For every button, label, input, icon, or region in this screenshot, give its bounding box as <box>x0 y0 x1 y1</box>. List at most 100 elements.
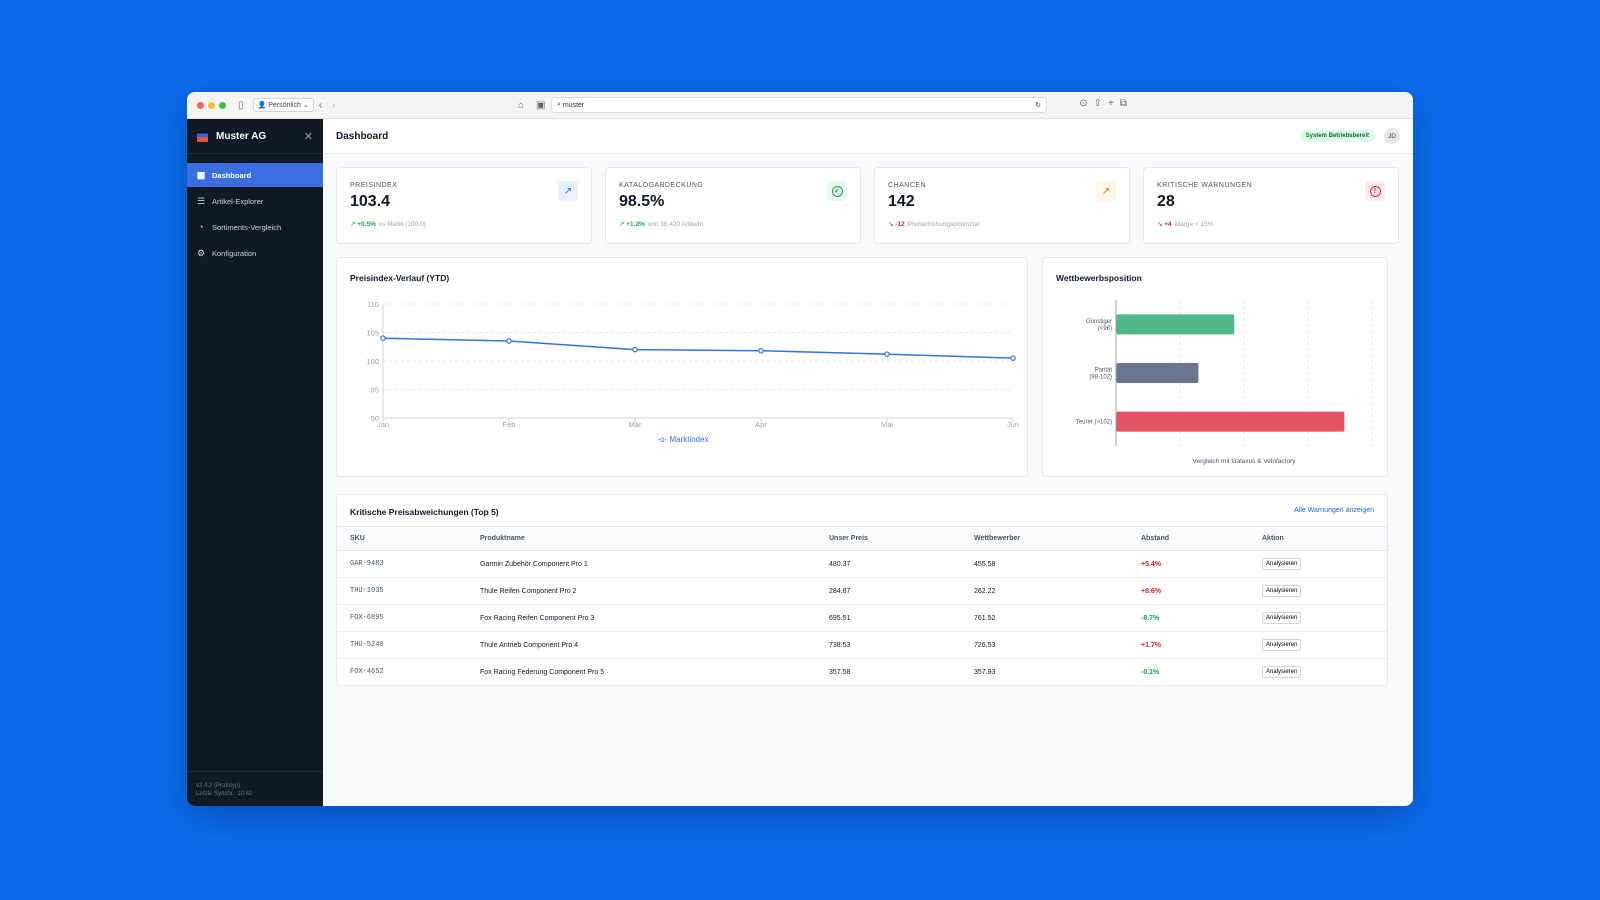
browser-window: ▯ 👤 Persönlich ⌄ ‹ › ⌂ ▣ ⌕ muster ↻ ⊙⇧+⧉ … <box>187 92 1413 806</box>
our-price-cell: 695.51 <box>816 604 961 632</box>
check-circle-icon: ✓ <box>827 181 847 201</box>
logo-icon <box>197 130 208 142</box>
chart-title: Wettbewerbsposition <box>1056 273 1142 283</box>
sidebar: Muster AG ✕ ▦ Dashboard ☰ Artikel-Explorer … <box>187 119 323 806</box>
trend-up-icon: ↗ <box>558 181 578 201</box>
profile-label: Persönlich <box>268 102 301 109</box>
brand: Muster AG ✕ <box>187 119 323 154</box>
our-price-cell: 284.87 <box>816 577 961 605</box>
maximize-window-button[interactable] <box>219 101 226 109</box>
chart-title: Preisindex-Verlauf (YTD) <box>350 273 450 283</box>
kpi-note: Preiserhöhungspotenzial <box>907 221 980 228</box>
x-tick-label: Mär <box>629 420 642 429</box>
database-icon: ☰ <box>196 195 206 206</box>
product-cell: Fox Racing Federung Component Pro 5 <box>467 658 816 686</box>
difference-cell: -0.1% <box>1128 658 1249 686</box>
analyze-button[interactable]: Analysieren <box>1262 612 1302 624</box>
kpi-value: 98.5% <box>619 193 665 210</box>
y-tick-label: Teurer (>102) <box>1076 420 1112 426</box>
product-cell: Thule Reifen Component Pro 2 <box>467 577 816 605</box>
sku-cell: THU-1935 <box>337 577 467 605</box>
analyze-button[interactable]: Analysieren <box>1262 639 1302 651</box>
close-window-button[interactable] <box>197 101 204 109</box>
new-tab-icon[interactable]: + <box>1108 98 1120 109</box>
trend-up-icon: ↗ <box>1096 181 1116 201</box>
action-cell: Analysieren <box>1249 550 1387 578</box>
competitor-price-cell: 761.52 <box>961 604 1128 632</box>
kpi-note: von 36,420 Artikeln <box>647 221 704 228</box>
page-title: Dashboard <box>336 130 389 142</box>
kpi-value: 28 <box>1157 193 1175 210</box>
action-cell: Analysieren <box>1249 604 1387 632</box>
sidebar-item-label: Konfiguration <box>212 248 257 258</box>
reload-icon[interactable]: ↻ <box>1035 102 1041 109</box>
kpi-card: KRITISCHE WARNUNGEN 28 ↘ +4 Marge < 15% ! <box>1143 167 1399 244</box>
column-header-difference: Abstand <box>1128 526 1249 551</box>
our-price-cell: 357.58 <box>816 658 961 686</box>
kpi-delta: +0.5% <box>357 221 376 228</box>
column-header-our-price: Unser Preis <box>816 526 961 551</box>
kpi-delta: +1.2% <box>626 221 645 228</box>
difference-cell: +1.7% <box>1128 631 1249 659</box>
sidebar-item-konfiguration[interactable]: ⚙ Konfiguration <box>187 241 323 265</box>
kpi-note: vs Markt (100.0) <box>378 221 426 228</box>
x-tick-label: Jun <box>1007 420 1019 429</box>
profile-selector[interactable]: 👤 Persönlich ⌄ <box>252 98 314 112</box>
sidebar-toggle-icon[interactable]: ▯ <box>238 99 244 111</box>
grid-icon: ▦ <box>196 169 206 180</box>
line-chart-card: Preisindex-Verlauf (YTD) 90 95 100 105 110 Ja… <box>336 257 1028 477</box>
bar-chart: Günstiger (<98) Parität (98-102) Teurer (>10… <box>1076 300 1373 465</box>
download-icon[interactable]: ⊙ <box>1079 98 1094 109</box>
y-tick-label: 95 <box>371 386 379 395</box>
y-tick-label: 100 <box>366 357 379 366</box>
sidebar-item-artikel-explorer[interactable]: ☰ Artikel-Explorer <box>187 189 323 213</box>
data-point <box>758 347 764 354</box>
analyze-button[interactable]: Analysieren <box>1262 585 1302 597</box>
alert-circle-icon: ! <box>1365 181 1385 201</box>
sidebar-item-dashboard[interactable]: ▦ Dashboard <box>187 163 323 187</box>
status-badge: System Betriebsbereit <box>1299 130 1375 142</box>
sidebar-item-label: Sortiments-Vergleich <box>212 222 282 232</box>
analyze-button[interactable]: Analysieren <box>1262 666 1302 678</box>
table-row: THU-5240 Thule Antrieb Component Pro 4 7… <box>337 631 1387 659</box>
y-tick-label: Parität (98-102) <box>1089 368 1112 381</box>
back-icon[interactable]: ‹ <box>318 99 323 111</box>
avatar[interactable]: JD <box>1384 128 1400 144</box>
kpi-card: PREISINDEX 103.4 ↗ +0.5% vs Markt (100.0)… <box>336 167 592 244</box>
home-icon[interactable]: ⌂ <box>518 99 525 111</box>
page-header: Dashboard System Betriebsbereit JD <box>323 119 1413 154</box>
all-warnings-link[interactable]: Alle Warnungen anzeigen <box>1294 507 1374 514</box>
analyze-button[interactable]: Analysieren <box>1262 558 1302 570</box>
bar-chart-card: Wettbewerbsposition Günstiger (<98) Paritä… <box>1042 257 1388 477</box>
sku-cell: THU-5240 <box>337 631 467 659</box>
product-cell: Thule Antrieb Component Pro 4 <box>467 631 816 659</box>
sidebar-item-sortiments-vergleich[interactable]: ◔ Sortiments-Vergleich <box>187 215 323 239</box>
our-price-cell: 480.37 <box>816 550 961 578</box>
action-cell: Analysieren <box>1249 577 1387 605</box>
action-cell: Analysieren <box>1249 631 1387 659</box>
data-point <box>632 346 638 353</box>
address-bar[interactable]: ⌕ muster ↻ <box>551 97 1047 113</box>
kpi-label: KRITISCHE WARNUNGEN <box>1157 182 1253 189</box>
x-tick-label: Feb <box>503 420 516 429</box>
sku-cell: GAR-9483 <box>337 550 467 578</box>
column-header-product: Produktname <box>467 526 816 551</box>
sync-text: Letzte Synchr.: 10:42 <box>196 791 253 797</box>
column-header-action: Aktion <box>1249 526 1387 551</box>
extension-icon[interactable]: ▣ <box>536 99 546 111</box>
tabs-icon[interactable]: ⧉ <box>1119 98 1133 109</box>
close-sidebar-icon[interactable]: ✕ <box>303 130 313 143</box>
x-tick-label: Apr <box>755 420 767 429</box>
pie-icon: ◔ <box>198 222 204 232</box>
sku-cell: FOX-4652 <box>337 658 467 686</box>
bar <box>1116 411 1345 432</box>
forward-icon[interactable]: › <box>332 99 336 111</box>
kpi-note: Marge < 15% <box>1174 221 1214 228</box>
main-content: Dashboard System Betriebsbereit JD PREISIN… <box>323 119 1413 806</box>
minimize-window-button[interactable] <box>208 101 215 109</box>
brand-name: Muster AG <box>216 130 267 142</box>
kpi-delta: -12 <box>895 221 905 228</box>
share-icon[interactable]: ⇧ <box>1093 98 1109 109</box>
table-title: Kritische Preisabweichungen (Top 5) <box>350 507 499 517</box>
sku-cell: FOX-6895 <box>337 604 467 632</box>
